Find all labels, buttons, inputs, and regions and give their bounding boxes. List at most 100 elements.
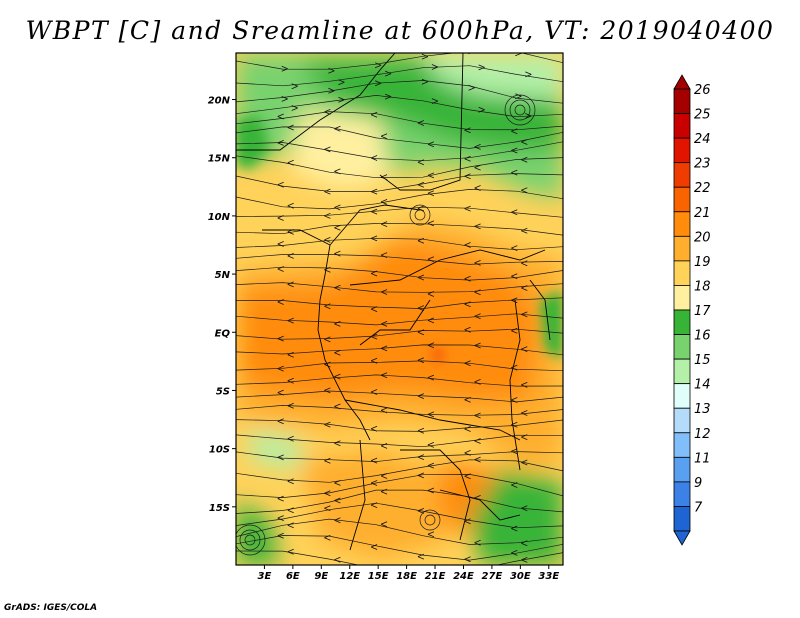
colorbar-label: 13 <box>694 402 711 417</box>
streamline-arrow <box>474 313 481 320</box>
streamline-arrow <box>328 67 335 74</box>
colorbar-label: 24 <box>694 132 711 147</box>
streamline-arrow <box>427 256 435 263</box>
streamline-arrow <box>511 209 518 216</box>
streamline-arrow <box>474 164 481 171</box>
streamline-arrow <box>464 155 471 162</box>
streamline-arrow <box>334 349 341 356</box>
streamline-arrow <box>380 199 388 205</box>
streamline-arrow <box>511 482 518 488</box>
streamline-arrow <box>287 202 294 209</box>
streamline-arrow <box>511 525 518 532</box>
colorbar-label: 26 <box>694 83 711 98</box>
streamline-arrow <box>417 237 425 244</box>
streamline-arrow <box>324 266 331 273</box>
streamline-arrow <box>287 281 294 288</box>
streamline-arrow <box>384 93 392 100</box>
streamline <box>236 451 563 462</box>
streamline <box>236 111 563 131</box>
streamline-arrow <box>464 473 471 480</box>
streamline-arrow <box>370 425 378 432</box>
streamline-arrow <box>521 540 528 547</box>
streamline-arrow <box>464 326 471 333</box>
streamline-arrow <box>417 274 425 281</box>
streamline-arrow <box>334 224 341 231</box>
streamline-arrow <box>324 237 331 243</box>
streamline-arrow <box>380 473 388 479</box>
streamline-arrow <box>334 321 341 327</box>
streamline-arrow <box>464 205 471 212</box>
streamline-arrow <box>338 96 345 103</box>
streamline-arrow <box>287 548 294 555</box>
streamline-arrow <box>464 360 471 367</box>
streamline-arrow <box>475 568 481 573</box>
streamline-arrow <box>334 497 341 504</box>
streamline-arrow <box>374 62 382 69</box>
streamline-arrow <box>521 410 528 416</box>
streamline-vortex <box>509 99 531 121</box>
streamline <box>236 95 563 118</box>
colorbar-swatch <box>673 432 691 458</box>
streamline-arrow <box>427 172 435 179</box>
streamline <box>236 313 563 326</box>
streamline-arrow <box>521 459 528 466</box>
streamline-arrow <box>464 301 471 308</box>
streamline-arrow <box>474 456 481 463</box>
streamline <box>236 53 563 70</box>
streamline-arrow <box>511 128 518 135</box>
streamline-arrow <box>334 373 341 380</box>
streamline <box>236 535 563 561</box>
colorbar-swatch <box>673 137 691 164</box>
lon-tick-label: 9E <box>314 571 328 582</box>
colorbar-swatch <box>673 358 691 385</box>
streamline-arrow <box>427 462 435 469</box>
streamline <box>236 390 563 403</box>
streamline-arrow <box>324 146 331 153</box>
lon-tick-label: 30E <box>510 571 531 582</box>
streamline-arrow <box>334 480 341 486</box>
colorbar-label: 23 <box>694 157 711 172</box>
streamline <box>236 141 563 162</box>
lat-tick-label: 5S <box>216 386 230 397</box>
streamline-arrow <box>417 181 425 188</box>
streamline-arrow <box>370 208 378 215</box>
streamline-arrow <box>370 389 378 395</box>
streamline-arrow <box>417 305 425 311</box>
streamline-arrow <box>511 327 518 334</box>
streamline-arrow <box>380 252 388 258</box>
colorbar-swatch <box>673 334 691 360</box>
colorbar-label: 22 <box>694 181 711 196</box>
streamline-arrow <box>287 229 294 235</box>
colorbar-swatch <box>673 260 691 286</box>
streamline-vortex <box>236 524 266 556</box>
lat-tick-label: 10N <box>208 212 231 223</box>
streamline-arrow <box>370 111 378 118</box>
colorbar-swatch <box>673 407 691 434</box>
streamline-arrow <box>431 98 439 104</box>
grads-credit: GrADS: IGES/COLA <box>4 603 98 613</box>
colorbar-swatch <box>673 285 691 311</box>
colorbar-label: 20 <box>694 230 711 245</box>
streamline-arrow <box>287 522 294 529</box>
streamline-arrow <box>277 299 284 305</box>
streamline-arrow <box>417 205 425 212</box>
colorbar-label: 25 <box>694 108 711 123</box>
streamline-arrow <box>521 346 528 352</box>
streamline-arrow <box>287 402 294 409</box>
streamline-arrow <box>521 285 528 291</box>
streamline-arrow <box>511 421 518 428</box>
lat-tick-label: 5N <box>215 270 231 281</box>
streamline-arrow <box>380 488 388 495</box>
streamline-arrow <box>464 396 471 403</box>
streamline-arrow <box>328 87 335 94</box>
streamline-arrow <box>277 113 284 120</box>
streamline-arrow <box>324 188 331 195</box>
streamline-arrow <box>370 235 378 242</box>
colorbar-swatch <box>673 481 691 507</box>
lon-tick-label: 6E <box>286 571 300 582</box>
streamline-arrow <box>431 64 439 70</box>
streamline-arrow <box>324 490 331 497</box>
streamline-arrow <box>421 78 429 85</box>
streamline-arrow <box>324 457 331 464</box>
streamline-arrow <box>324 303 331 310</box>
